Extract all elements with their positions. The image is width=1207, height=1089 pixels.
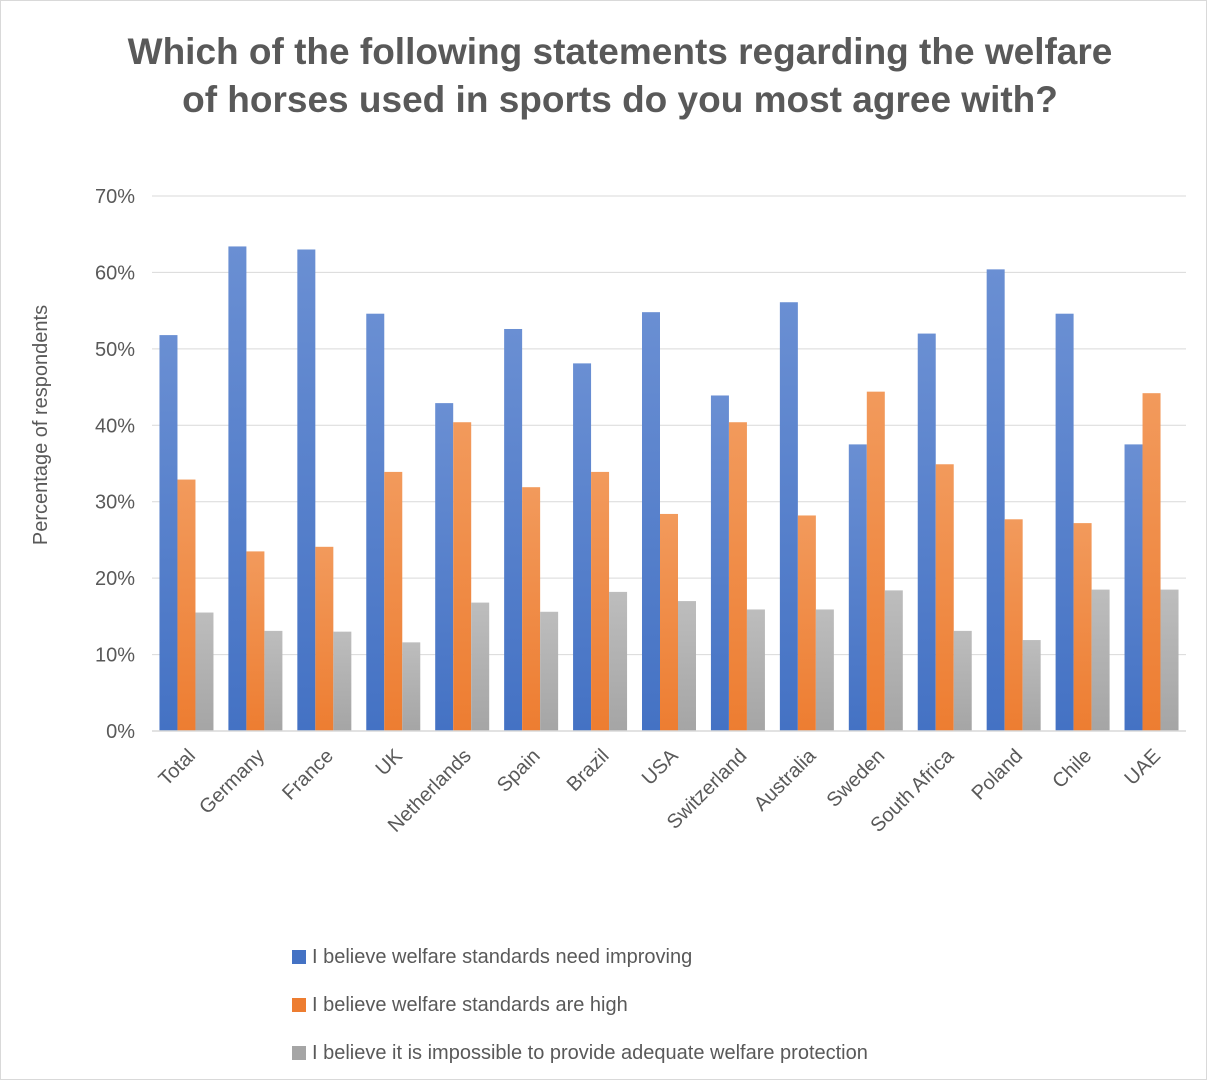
bar (228, 246, 247, 731)
bar (797, 515, 816, 731)
legend-label: I believe welfare standards need improvi… (312, 945, 693, 968)
legend-label: I believe welfare standards are high (312, 993, 628, 1016)
bar (1004, 519, 1023, 731)
x-tick-label: UK (372, 745, 408, 781)
bar (1073, 523, 1092, 731)
bar (1022, 640, 1041, 731)
bar (573, 363, 592, 731)
bar (609, 591, 628, 731)
bar (453, 422, 472, 731)
x-tick-label: Germany (195, 745, 269, 819)
x-tick-label: Chile (1048, 745, 1096, 793)
x-tick-label: Spain (493, 745, 545, 797)
bar (504, 328, 523, 731)
x-tick-label: France (278, 745, 338, 805)
y-tick-label: 10% (95, 645, 135, 667)
bar (935, 464, 954, 731)
x-tick-label: USA (638, 745, 683, 790)
bar (642, 312, 660, 731)
bar (402, 642, 421, 731)
y-axis: 0% 10% 20% 30% 40% 50% 60% 70% (95, 186, 135, 743)
x-tick-label: Brazil (563, 745, 614, 796)
bar (953, 630, 972, 731)
bar (471, 602, 490, 731)
bar (779, 302, 798, 731)
bar (986, 269, 1005, 731)
bar (917, 333, 936, 731)
x-tick-label: Poland (968, 745, 1028, 805)
bar (1124, 444, 1143, 731)
x-tick-label: UAE (1120, 745, 1165, 790)
bar (1055, 313, 1074, 731)
y-tick-label: 60% (95, 262, 135, 284)
legend-swatch (292, 950, 306, 964)
bar (264, 630, 283, 731)
bar (1142, 393, 1161, 731)
bar (660, 513, 678, 731)
bar (315, 546, 334, 731)
bar (435, 403, 454, 731)
y-tick-label: 20% (95, 568, 135, 590)
y-tick-label: 0% (106, 721, 135, 743)
y-axis-label: Percentage of respondents (30, 305, 52, 545)
bar (678, 601, 696, 731)
legend-item-improving: I believe welfare standards need improvi… (292, 945, 868, 969)
y-tick-label: 50% (95, 339, 135, 361)
legend-swatch (292, 998, 306, 1012)
legend: I believe welfare standards need improvi… (292, 945, 868, 1089)
bar (246, 551, 265, 731)
bar (540, 611, 559, 731)
bar (159, 335, 178, 731)
bar (884, 590, 903, 731)
bar (815, 609, 834, 731)
x-tick-label: Total (155, 745, 200, 790)
bar (728, 422, 747, 731)
legend-item-impossible: I believe it is impossible to provide ad… (292, 1041, 868, 1065)
legend-label: I believe it is impossible to provide ad… (312, 1041, 868, 1064)
bar (333, 631, 352, 731)
x-tick-label: Australia (750, 744, 821, 815)
bar (1160, 589, 1179, 731)
y-tick-label: 30% (95, 492, 135, 514)
y-tick-label: 40% (95, 415, 135, 437)
bar (522, 487, 541, 731)
x-tick-label: Sweden (823, 745, 890, 812)
bar (1091, 589, 1110, 731)
bar (746, 609, 765, 731)
y-tick-label: 70% (95, 186, 135, 208)
bars (159, 246, 1179, 731)
bar (710, 395, 729, 731)
bar (366, 313, 385, 731)
bar (177, 479, 196, 731)
chart-title: Which of the following statements regard… (127, 31, 1113, 120)
legend-swatch (292, 1046, 306, 1060)
bar (591, 471, 610, 731)
legend-item-high: I believe welfare standards are high (292, 993, 868, 1017)
bar (297, 249, 316, 731)
bar (866, 391, 885, 731)
bar (195, 612, 214, 731)
bar (384, 471, 403, 731)
bar (848, 444, 867, 731)
